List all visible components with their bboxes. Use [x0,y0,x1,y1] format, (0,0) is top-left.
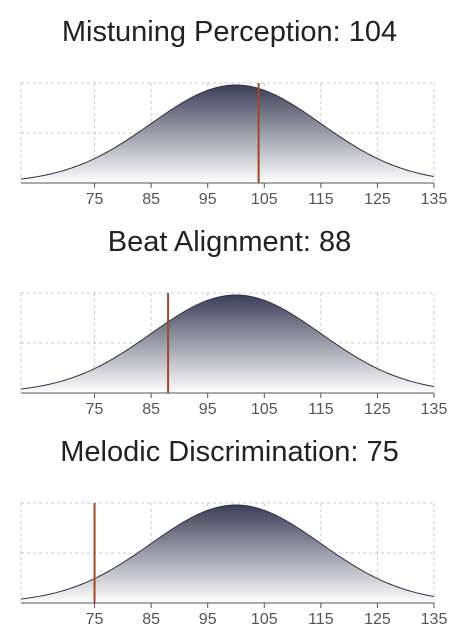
x-tick-label: 75 [86,191,104,208]
x-tick-label: 115 [308,191,334,208]
x-tick-label: 135 [421,401,448,418]
x-tick-label: 85 [142,191,160,208]
x-tick-label: 105 [251,401,278,418]
x-tick-label: 135 [421,191,448,208]
chart-panel: Mistuning Perception: 104 75 85 95 105 115 125… [0,12,459,222]
distribution-area [21,85,434,183]
x-tick-label: 75 [86,401,104,418]
x-tick-label: 105 [251,611,278,628]
distribution-area [21,295,434,393]
distribution-curve [20,504,435,600]
x-tick-label: 125 [364,401,391,418]
x-tick-label: 95 [199,611,217,628]
x-tick-label: 105 [251,191,278,208]
distribution-curve [20,294,435,390]
x-tick-label: 95 [199,191,217,208]
x-tick-label: 75 [86,611,104,628]
x-tick-label: 85 [142,611,160,628]
x-tick-label: 125 [364,191,391,208]
x-tick-label: 125 [364,611,391,628]
chart-title: Mistuning Perception: 104 [61,16,398,48]
x-tick-label: 135 [421,611,448,628]
chart-panel: Beat Alignment: 88 75 85 95 105 115 125 135 [0,222,459,432]
distribution-chart: 75 85 95 105 115 125 135 [20,292,448,418]
distribution-area [21,505,434,603]
distribution-chart: 75 85 95 105 115 125 135 [20,502,448,628]
x-tick-label: 115 [308,611,334,628]
distribution-chart: 75 85 95 105 115 125 135 [20,82,448,208]
x-tick-label: 95 [199,401,217,418]
chart-panel: Melodic Discrimination: 75 75 85 95 105 115 12… [0,432,459,642]
chart-title: Beat Alignment: 88 [107,226,352,258]
x-tick-label: 115 [308,401,334,418]
x-tick-label: 85 [142,401,160,418]
distribution-curve [20,84,435,180]
chart-title: Melodic Discrimination: 75 [60,436,399,468]
